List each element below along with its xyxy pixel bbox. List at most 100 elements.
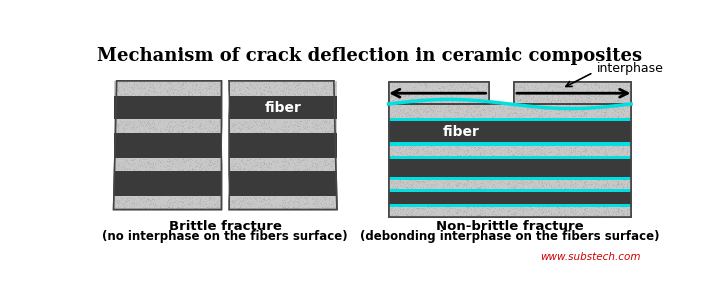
Point bbox=[618, 96, 630, 101]
Point bbox=[470, 186, 482, 191]
Point bbox=[264, 157, 275, 162]
Point bbox=[591, 83, 603, 88]
Point bbox=[542, 88, 553, 92]
Point bbox=[241, 85, 253, 89]
Point bbox=[474, 97, 485, 101]
Point bbox=[392, 152, 404, 157]
Point bbox=[116, 126, 128, 130]
Point bbox=[279, 204, 290, 209]
Point bbox=[170, 206, 182, 210]
Point bbox=[414, 114, 426, 118]
Point bbox=[319, 128, 331, 133]
Point bbox=[550, 91, 562, 96]
Point bbox=[473, 81, 484, 86]
Point bbox=[165, 196, 176, 201]
Point bbox=[427, 209, 439, 214]
Point bbox=[135, 130, 147, 135]
Point bbox=[550, 146, 562, 150]
Point bbox=[609, 89, 620, 94]
Point bbox=[256, 197, 268, 202]
Point bbox=[394, 150, 406, 155]
Point bbox=[463, 85, 474, 90]
Point bbox=[123, 162, 135, 166]
Point bbox=[248, 206, 259, 210]
Point bbox=[579, 182, 591, 187]
Point bbox=[191, 201, 202, 206]
Point bbox=[439, 185, 451, 190]
Point bbox=[412, 91, 423, 96]
Point bbox=[127, 163, 139, 168]
Point bbox=[166, 204, 178, 209]
Point bbox=[518, 84, 529, 89]
Point bbox=[134, 127, 146, 131]
Point bbox=[508, 153, 519, 158]
Point bbox=[577, 108, 588, 113]
Point bbox=[471, 213, 483, 218]
Point bbox=[621, 83, 632, 88]
Point bbox=[258, 120, 269, 125]
Point bbox=[184, 196, 196, 201]
Point bbox=[315, 201, 326, 206]
Point bbox=[404, 214, 415, 218]
Bar bbox=[229, 133, 337, 158]
Point bbox=[401, 212, 413, 217]
Point bbox=[623, 91, 635, 96]
Point bbox=[206, 91, 217, 95]
Point bbox=[193, 122, 205, 127]
Point bbox=[531, 91, 542, 96]
Point bbox=[516, 92, 527, 97]
Point bbox=[212, 159, 223, 163]
Point bbox=[451, 210, 463, 215]
Point bbox=[391, 84, 402, 89]
Point bbox=[445, 96, 456, 101]
Point bbox=[408, 152, 419, 157]
Point bbox=[473, 185, 484, 190]
Point bbox=[317, 88, 329, 93]
Point bbox=[132, 206, 144, 210]
Point bbox=[601, 154, 613, 159]
Point bbox=[226, 121, 238, 126]
Point bbox=[300, 118, 311, 123]
Point bbox=[412, 90, 424, 95]
Point bbox=[389, 96, 401, 101]
Point bbox=[423, 143, 435, 147]
Point bbox=[592, 153, 604, 158]
Point bbox=[570, 181, 581, 186]
Point bbox=[196, 161, 207, 165]
Point bbox=[390, 206, 401, 211]
Point bbox=[524, 177, 536, 182]
Point bbox=[578, 183, 590, 188]
Point bbox=[311, 81, 323, 86]
Point bbox=[588, 112, 600, 117]
Point bbox=[119, 159, 131, 163]
Point bbox=[109, 128, 121, 133]
Point bbox=[535, 211, 547, 216]
Point bbox=[388, 143, 399, 148]
Point bbox=[460, 178, 471, 182]
Point bbox=[237, 166, 248, 171]
Point bbox=[612, 206, 624, 211]
Point bbox=[441, 184, 453, 189]
Point bbox=[614, 85, 626, 90]
Point bbox=[585, 179, 596, 184]
Point bbox=[195, 91, 206, 95]
Point bbox=[398, 108, 409, 113]
Bar bbox=[388, 190, 631, 206]
Point bbox=[495, 178, 507, 182]
Point bbox=[150, 126, 162, 131]
Point bbox=[622, 181, 633, 186]
Point bbox=[593, 151, 604, 156]
Point bbox=[440, 84, 451, 88]
Point bbox=[155, 82, 167, 87]
Point bbox=[612, 208, 623, 213]
Point bbox=[301, 156, 313, 161]
Point bbox=[523, 187, 534, 192]
Point bbox=[256, 91, 268, 95]
Point bbox=[186, 200, 197, 205]
Point bbox=[404, 211, 415, 216]
Point bbox=[562, 88, 573, 92]
Point bbox=[166, 127, 178, 131]
Point bbox=[230, 121, 242, 126]
Point bbox=[399, 98, 410, 103]
Point bbox=[616, 146, 627, 150]
